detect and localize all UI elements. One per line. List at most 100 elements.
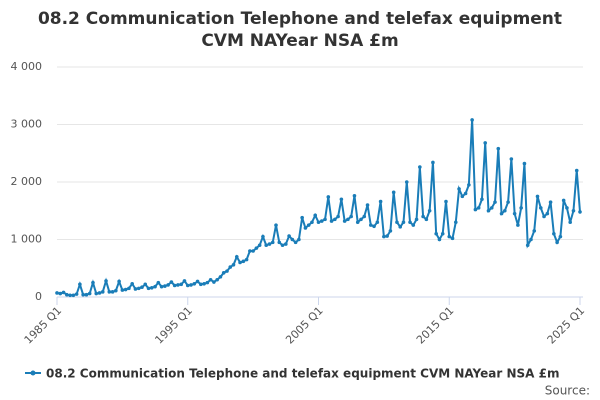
point xyxy=(300,215,304,220)
point xyxy=(450,236,455,241)
point xyxy=(447,234,452,239)
point xyxy=(78,282,82,287)
series-line xyxy=(56,119,581,297)
point xyxy=(411,223,416,227)
point xyxy=(558,234,563,239)
point xyxy=(561,198,566,203)
point xyxy=(68,293,72,298)
point xyxy=(568,220,572,225)
point xyxy=(538,206,543,210)
point xyxy=(195,279,200,284)
point xyxy=(339,197,344,202)
point xyxy=(375,220,380,225)
point xyxy=(483,141,488,145)
point xyxy=(153,284,157,289)
point xyxy=(248,249,252,253)
point xyxy=(287,234,291,238)
point xyxy=(440,231,445,236)
point xyxy=(91,280,95,285)
point xyxy=(463,191,468,196)
point xyxy=(473,207,478,212)
point xyxy=(378,199,383,204)
point xyxy=(565,206,569,210)
point xyxy=(457,187,461,191)
point xyxy=(548,200,553,204)
x-tick-label: 2015 Q1 xyxy=(414,304,457,347)
point xyxy=(74,292,79,296)
point xyxy=(519,206,523,210)
point xyxy=(241,259,246,264)
point xyxy=(218,275,223,279)
point xyxy=(306,223,311,227)
point xyxy=(251,249,255,253)
point xyxy=(453,220,458,225)
point xyxy=(503,208,507,213)
point xyxy=(146,286,151,291)
point xyxy=(244,257,249,262)
point xyxy=(427,208,432,213)
point xyxy=(297,237,301,242)
point xyxy=(84,292,89,297)
point xyxy=(257,243,262,248)
point xyxy=(395,220,399,225)
point xyxy=(470,118,474,122)
point xyxy=(192,281,197,286)
point xyxy=(365,203,370,207)
x-tick-label: 2005 Q1 xyxy=(283,304,326,347)
point xyxy=(238,260,242,265)
point xyxy=(431,160,435,165)
point xyxy=(329,219,334,223)
y-tick-label: 1 000 xyxy=(11,233,43,246)
point xyxy=(313,213,318,218)
y-tick-label: 3 000 xyxy=(11,118,43,131)
point xyxy=(496,146,501,151)
point xyxy=(182,279,187,283)
point xyxy=(284,242,288,246)
point xyxy=(166,283,170,287)
point xyxy=(506,200,510,204)
x-tick-label: 1995 Q1 xyxy=(152,304,195,347)
point xyxy=(71,293,76,298)
point xyxy=(404,180,409,184)
point xyxy=(545,211,550,216)
x-tick-label: 2025 Q1 xyxy=(545,304,588,347)
point xyxy=(323,217,327,222)
point xyxy=(480,197,484,202)
y-tick-label: 0 xyxy=(35,290,42,303)
source: Source: xyxy=(545,384,590,398)
point xyxy=(179,282,184,287)
point xyxy=(552,231,556,236)
point xyxy=(391,190,396,195)
point xyxy=(274,223,278,227)
legend-marker xyxy=(30,370,36,376)
point xyxy=(107,290,112,294)
point xyxy=(489,206,494,210)
point xyxy=(143,282,148,287)
point xyxy=(104,279,108,283)
point xyxy=(58,291,63,296)
point xyxy=(293,240,298,245)
point xyxy=(316,220,321,225)
point xyxy=(555,240,559,245)
point xyxy=(398,225,403,229)
point xyxy=(512,211,517,216)
point xyxy=(382,234,386,239)
point xyxy=(156,280,161,285)
point xyxy=(346,217,350,222)
point xyxy=(133,287,138,291)
point xyxy=(169,280,174,284)
point xyxy=(261,234,265,239)
point xyxy=(522,161,527,166)
point xyxy=(110,290,115,294)
point xyxy=(578,210,582,214)
point xyxy=(94,291,99,296)
point xyxy=(215,277,219,282)
point xyxy=(280,243,285,248)
point xyxy=(303,226,308,230)
point xyxy=(388,229,393,233)
point xyxy=(120,288,125,292)
point xyxy=(362,214,367,219)
point xyxy=(385,234,389,238)
point xyxy=(509,157,514,161)
